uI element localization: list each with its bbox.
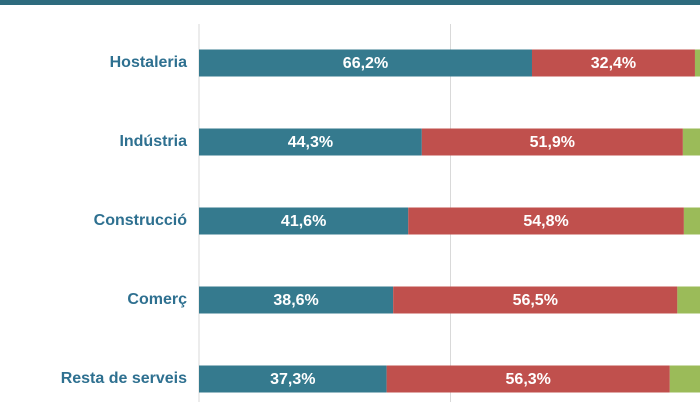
bar-segment: [682, 128, 700, 156]
bar-segment: [199, 365, 387, 393]
bar-segment: [408, 207, 684, 235]
value-label: 54,8%: [523, 213, 568, 230]
bar-segment: [199, 49, 532, 77]
value-label: 66,2%: [343, 55, 388, 72]
top-band: [0, 0, 700, 5]
bar-segment: [386, 365, 670, 393]
bar-segment: [531, 49, 695, 77]
bar-segment: [199, 128, 422, 156]
category-label: Indústria: [119, 133, 187, 150]
bar-segment: [393, 286, 678, 314]
value-label: 56,5%: [513, 292, 558, 309]
category-label: Resta de serveis: [61, 370, 187, 387]
bar-segment: [677, 286, 700, 314]
bar-segment: [199, 286, 394, 314]
bar-segment: [683, 207, 700, 235]
value-label: 56,3%: [506, 371, 551, 388]
value-label: 51,9%: [530, 134, 575, 151]
bar-segment: [421, 128, 683, 156]
category-label: Construcció: [94, 212, 188, 229]
bar-segment: [669, 365, 700, 393]
value-label: 41,6%: [281, 213, 326, 230]
bar-segment: [694, 49, 700, 77]
bar-segment: [199, 207, 409, 235]
value-label: 38,6%: [273, 292, 318, 309]
category-label: Hostaleria: [110, 54, 187, 71]
category-label: Comerç: [127, 291, 187, 308]
value-label: 32,4%: [591, 55, 636, 72]
value-label: 44,3%: [288, 134, 333, 151]
value-label: 37,3%: [270, 371, 315, 388]
